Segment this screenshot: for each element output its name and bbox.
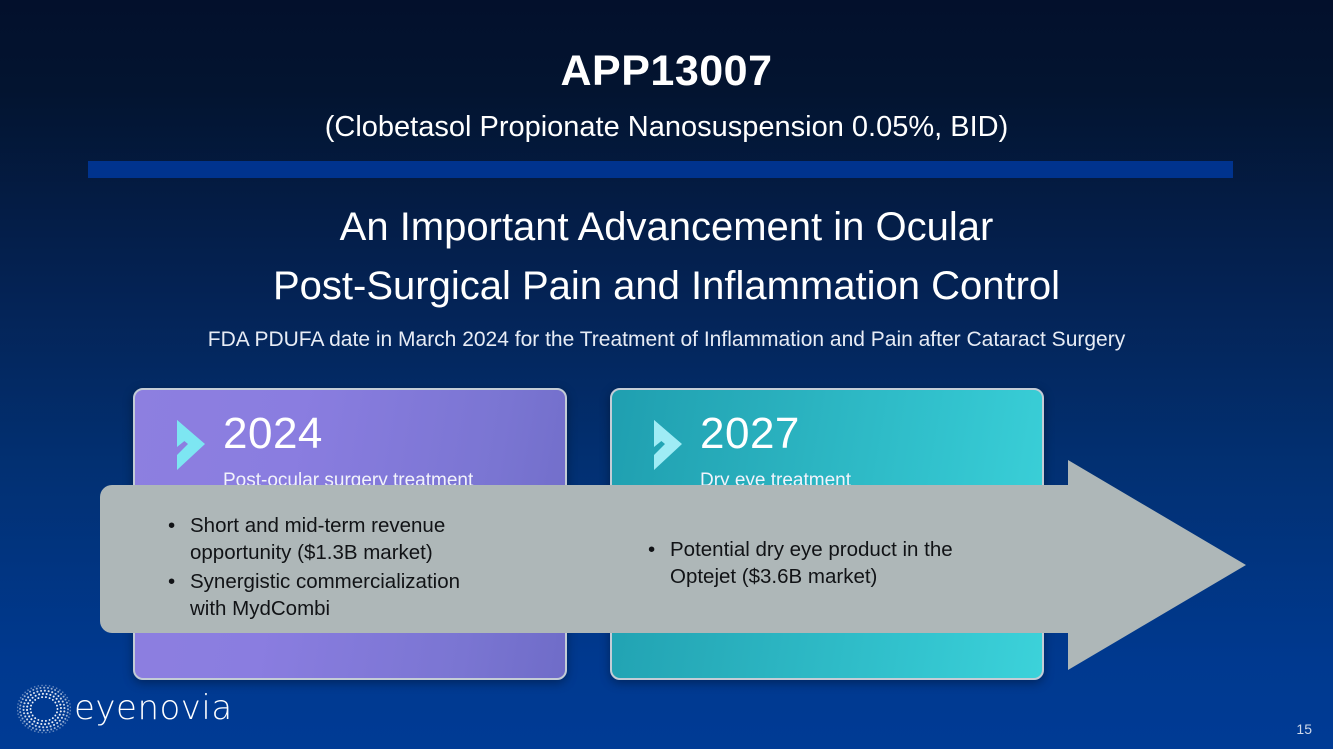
page-number: 15 (1296, 721, 1312, 737)
headline: An Important Advancement in Ocular Post-… (0, 198, 1333, 316)
divider (88, 161, 1233, 178)
logo-wordmark: eyenovia (74, 688, 233, 728)
headline-line-1: An Important Advancement in Ocular (339, 205, 994, 249)
page-title: APP13007 (560, 47, 773, 95)
milestone-card-2027-header: 2027 Dry eye treatment (652, 409, 1030, 491)
right-arrow-shape (100, 460, 1246, 670)
milestone-bullets-2027: • Potential dry eye product in the Optej… (648, 536, 978, 592)
milestone-card-2024-header: 2024 Post-ocular surgery treatment (175, 409, 553, 491)
bullet-text: Potential dry eye product in the Optejet… (670, 538, 953, 589)
product-descriptor: (Clobetasol Propionate Nanosuspension 0.… (324, 111, 1009, 143)
bullet-text: Short and mid-term revenue opportunity (… (190, 514, 446, 565)
milestone-bullets-2024: • Short and mid-term revenue opportunity… (168, 512, 498, 623)
bullet-marker: • (168, 569, 176, 593)
list-item: • Potential dry eye product in the Optej… (648, 536, 978, 591)
chevron-right-icon (654, 420, 682, 470)
bullet-marker: • (648, 538, 656, 561)
bullet-marker: • (168, 514, 176, 537)
chevron-right-icon (177, 420, 205, 470)
eyenovia-dotted-eye-icon (17, 684, 71, 734)
bullet-text: Synergistic commercialization with MydCo… (190, 569, 461, 620)
subheadline: FDA PDUFA date in March 2024 for the Tre… (207, 328, 1126, 351)
list-item: • Short and mid-term revenue opportunity… (168, 512, 498, 567)
logo: eyenovia (17, 684, 232, 734)
milestone-year-2027: 2027 (700, 409, 800, 458)
list-item: • Synergistic commercialization with Myd… (168, 568, 498, 623)
milestone-year-2024: 2024 (223, 409, 323, 458)
headline-line-2: Post-Surgical Pain and Inflammation Cont… (272, 263, 1061, 308)
